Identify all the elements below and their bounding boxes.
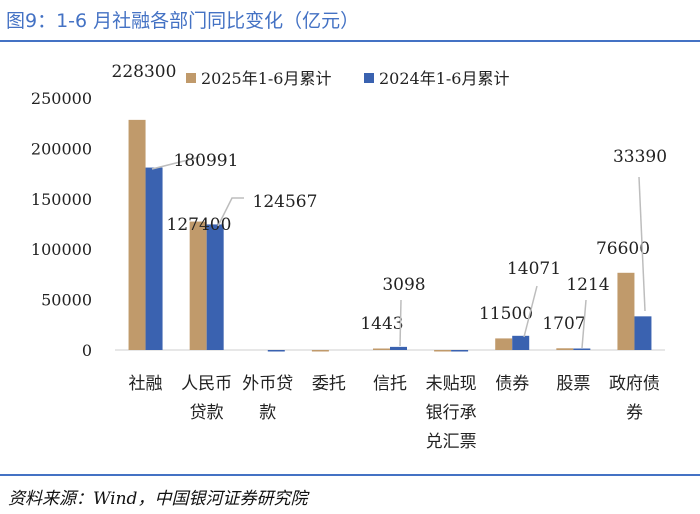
bar-1-2 — [267, 350, 285, 352]
data-label-1-8: 33390 — [613, 147, 667, 167]
leader-line-1-8 — [638, 176, 646, 312]
category-label-1-0: 人民币 — [181, 374, 232, 394]
y-tick-label-2: 100000 — [31, 240, 92, 259]
category-label-5-1: 银行承 — [426, 403, 477, 423]
leader-line-1-1 — [217, 197, 244, 227]
category-label-4-0: 信托 — [373, 374, 407, 394]
source-rule — [0, 474, 700, 476]
legend: 2025年1-6月累计 2024年1-6月累计 — [186, 69, 510, 88]
category-label-5-0: 未贴现 — [426, 374, 477, 394]
bar-0-3 — [311, 350, 329, 352]
leader-line-1-7 — [581, 299, 587, 349]
category-label-5-2: 兑汇票 — [426, 432, 477, 452]
y-tick-label-3: 150000 — [31, 190, 92, 209]
bar-0-0 — [128, 119, 146, 350]
data-label-1-4: 3098 — [382, 275, 425, 295]
legend-label-0: 2025年1-6月累计 — [201, 69, 332, 88]
category-label-2-0: 外币贷 — [242, 374, 293, 394]
leader-line-1-6 — [523, 285, 538, 338]
category-label-7-0: 股票 — [556, 374, 590, 394]
leader-line-1-4 — [399, 299, 402, 347]
chart-title: 图9：1-6 月社融各部门同比变化（亿元） — [6, 10, 360, 32]
category-label-3-0: 委托 — [312, 374, 346, 394]
data-label-0-0: 228300 — [112, 62, 177, 82]
data-label-0-6: 11500 — [479, 304, 533, 324]
bar-0-4 — [373, 348, 390, 350]
category-label-0-0: 社融 — [129, 374, 163, 394]
y-tick-label-1: 50000 — [41, 291, 92, 310]
bar-1-8 — [634, 316, 652, 350]
bar-0-7 — [556, 348, 574, 350]
data-label-0-1: 127400 — [167, 215, 232, 235]
category-label-2-1: 款 — [259, 403, 276, 423]
bar-0-1 — [189, 221, 207, 350]
data-label-0-8: 76600 — [596, 239, 650, 259]
bar-chart: 0 50000 100000 150000 200000 250000 228300 127… — [31, 62, 667, 452]
data-label-1-0: 180991 — [174, 151, 239, 171]
bar-0-5 — [434, 350, 452, 352]
category-label-8-1: 券 — [626, 403, 643, 423]
source-note: 资料来源：Wind，中国银河证券研究院 — [8, 489, 308, 509]
bar-1-4 — [390, 346, 407, 350]
bar-1-7 — [573, 348, 591, 350]
bar-0-6 — [495, 338, 513, 350]
leader-line-1-0 — [151, 156, 201, 170]
y-tick-label-5: 250000 — [31, 89, 92, 108]
data-label-1-6: 14071 — [507, 259, 561, 279]
data-label-0-7: 1707 — [542, 314, 585, 334]
title-rule — [0, 40, 700, 42]
data-label-0-4: 1443 — [360, 314, 403, 334]
legend-swatch-0 — [186, 73, 196, 83]
data-label-1-1: 124567 — [253, 192, 318, 212]
category-label-6-0: 债券 — [495, 374, 529, 394]
category-label-8-0: 政府债 — [609, 374, 660, 394]
bar-1-6 — [512, 335, 530, 350]
bar-0-8 — [617, 272, 635, 350]
legend-swatch-1 — [364, 73, 374, 83]
data-labels: 228300 127400 1443 11500 1707 76600 180991 1245… — [112, 62, 667, 349]
y-tick-label-4: 200000 — [31, 139, 92, 158]
legend-label-1: 2024年1-6月累计 — [379, 69, 510, 88]
data-label-1-7: 1214 — [566, 275, 609, 295]
category-label-1-1: 贷款 — [190, 403, 224, 423]
bars — [128, 119, 652, 352]
y-tick-label-0: 0 — [82, 341, 92, 360]
bar-1-1 — [206, 224, 224, 350]
bar-1-0 — [145, 167, 163, 350]
bar-1-5 — [451, 350, 469, 352]
